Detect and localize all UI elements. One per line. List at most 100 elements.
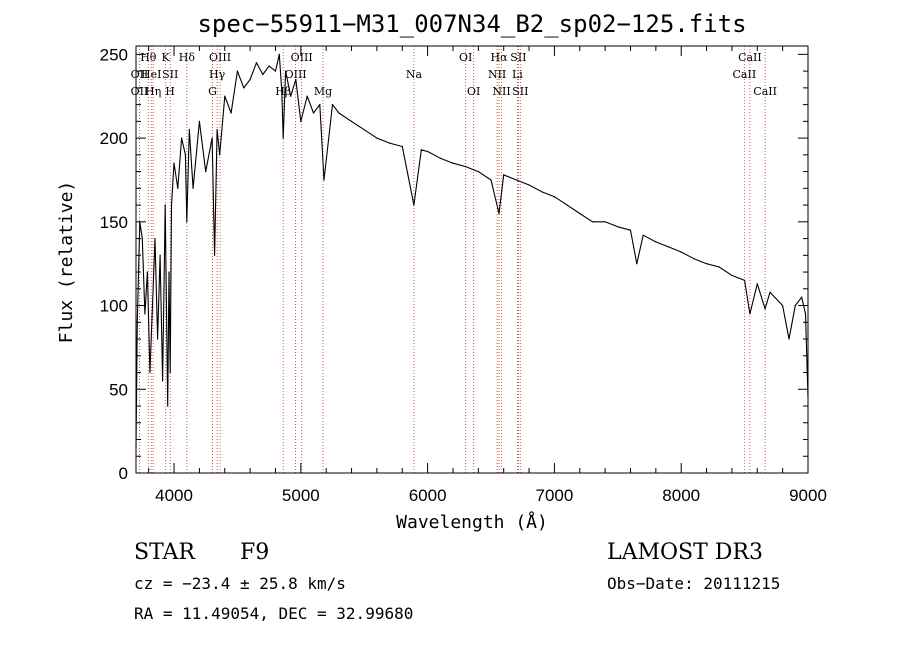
data-point [756,283,758,285]
line-label: OII [131,68,149,81]
data-point [338,112,340,114]
data-point [465,166,467,168]
line-label: Hγ [209,68,226,81]
data-point [553,196,556,198]
data-point [718,266,720,268]
data-point [363,129,365,131]
data-point [181,137,183,139]
data-point [306,95,308,97]
data-point [667,246,670,248]
line-label: CaII [733,68,757,81]
data-point [617,226,619,228]
data-point [477,171,479,173]
data-point [439,157,441,159]
object-class: STAR [134,540,195,565]
data-point [782,304,784,307]
data-point [706,263,708,265]
data-point [192,187,194,189]
data-point [401,145,403,148]
data-point [157,338,159,340]
data-point [498,212,500,215]
data-point [295,78,297,81]
data-point [167,405,169,407]
data-point [515,179,518,181]
series-line [135,53,809,448]
data-point [141,238,143,240]
data-point [198,120,200,122]
line-label: NII [488,68,506,81]
data-point [262,73,264,76]
x-tick-label: 6000 [409,486,447,505]
data-point [243,87,245,89]
y-tick-label: 0 [119,464,128,483]
line-label: G [208,85,217,98]
data-point [177,187,179,189]
data-point [170,204,173,206]
data-point [528,184,530,186]
data-point [285,70,287,72]
data-point [169,371,171,374]
data-point [764,308,766,310]
data-point [151,304,154,307]
data-point [162,380,164,382]
data-point [312,112,315,114]
x-axis-label: Wavelength (Å) [396,511,548,533]
data-point [290,95,292,97]
data-point [636,263,638,265]
axes: 4000 5000 6000 7000 8000 9000 0 50 100 150 200 250 [100,45,827,505]
data-point [731,274,733,276]
x-tick-label: 7000 [536,486,574,505]
data-point [541,191,543,193]
data-point [216,129,218,131]
data-point [146,271,148,273]
data-point [188,129,190,131]
data-point [413,204,415,206]
data-point [350,120,353,122]
line-label: HeI [141,68,161,81]
data-point [420,149,422,151]
line-label: OI [467,85,480,98]
line-label: OIII [285,68,307,81]
data-point [566,204,568,206]
line-label: SII [162,68,178,81]
data-point [154,238,156,240]
line-label: CaII [738,51,762,64]
data-point [274,70,277,72]
y-axis-label: Flux (relative) [56,181,77,344]
data-point [149,371,151,374]
chart-title: spec−55911−M31_007N34_B2_sp02−125.fits [197,10,746,38]
x-tick-label: 4000 [155,486,193,505]
data-point [604,221,606,223]
line-label: SII [510,51,526,64]
data-point [164,204,166,206]
object-subclass: F9 [240,540,270,565]
data-point [427,150,429,153]
y-tick-label: 150 [100,213,128,232]
data-point [173,162,175,164]
line-label: Li [512,68,523,81]
line-label: Hβ [275,85,291,98]
line-label: OII [131,85,149,98]
data-point [788,338,790,340]
line-label: OIII [209,51,231,64]
data-point [224,95,226,97]
data-point [331,104,334,106]
data-point [268,65,270,67]
coordinates-ra-dec: RA = 11.49054, DEC = 32.99680 [134,604,414,623]
data-point [642,234,644,236]
data-point [184,154,186,156]
data-point [794,304,796,307]
data-point [655,241,657,243]
data-point [503,174,505,176]
data-point [319,104,321,106]
data-point [490,179,492,181]
data-point [214,254,216,256]
line-label: NII [492,85,510,98]
y-tick-label: 200 [100,129,128,148]
data-point [144,313,146,315]
y-tick-label: 250 [100,45,128,64]
line-label: OIII [291,51,313,64]
plot-frame [135,45,809,474]
data-point [211,137,213,139]
